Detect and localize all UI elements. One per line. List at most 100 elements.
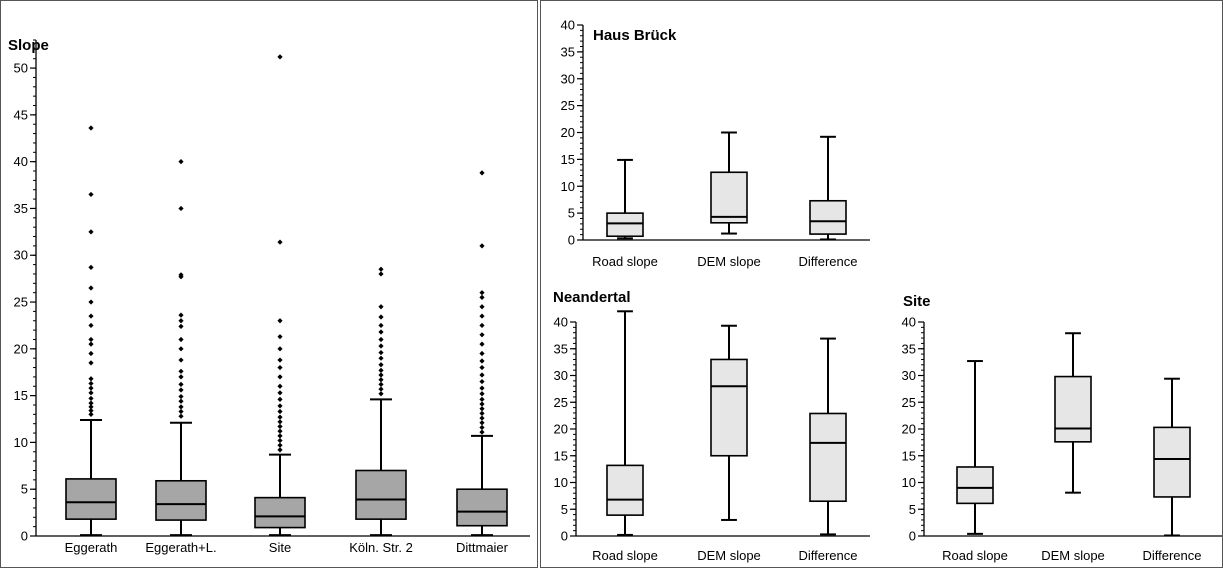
outlier-point — [178, 381, 184, 387]
outlier-point — [88, 380, 94, 387]
outlier-point — [277, 447, 283, 453]
iqr-box — [65, 478, 117, 520]
y-tick-label: 20 — [554, 422, 568, 437]
y-tick-label: 20 — [902, 422, 916, 437]
outlier-point — [88, 360, 94, 366]
outlier-point — [378, 329, 384, 335]
outlier-point — [178, 368, 184, 374]
iqr-box — [254, 496, 306, 529]
outlier-point — [479, 396, 485, 402]
y-tick-label: 10 — [561, 179, 575, 194]
iqr-box — [456, 488, 508, 527]
outlier-point — [479, 391, 485, 397]
y-tick-label: 40 — [902, 315, 916, 330]
y-tick-label: 30 — [561, 71, 575, 86]
iqr-box — [606, 464, 644, 516]
outlier-point — [178, 272, 184, 278]
x-category-label: Difference — [798, 548, 857, 563]
box-eggerath-l- — [155, 159, 207, 537]
box-eggerath — [65, 125, 117, 537]
outlier-point — [479, 313, 485, 319]
iqr-box — [155, 479, 207, 521]
outlier-point — [378, 381, 384, 387]
outlier-point — [88, 395, 94, 402]
x-category-label: Eggerath+L. — [145, 540, 216, 555]
y-tick-label: 5 — [568, 206, 575, 221]
outlier-point — [178, 413, 184, 419]
outlier-point — [479, 332, 485, 338]
y-tick-label: 5 — [909, 502, 916, 517]
outlier-point — [378, 377, 384, 383]
outlier-point — [178, 318, 184, 324]
y-tick-label: 0 — [21, 529, 28, 544]
box-dem-slope — [710, 131, 748, 235]
y-tick-label: 50 — [14, 61, 28, 76]
box-difference — [809, 135, 847, 241]
outlier-point — [277, 383, 283, 389]
outlier-point — [88, 313, 94, 319]
y-tick-label: 30 — [554, 368, 568, 383]
outlier-point — [178, 346, 184, 352]
x-category-label: Difference — [798, 254, 857, 269]
y-tick-label: 30 — [14, 248, 28, 263]
chart-title: Neandertal — [553, 289, 631, 306]
y-tick-label: 10 — [14, 435, 28, 450]
iqr-box — [710, 171, 748, 224]
box-road-slope — [606, 158, 644, 240]
y-tick-label: 20 — [14, 341, 28, 356]
chart-title: Haus Brück — [593, 27, 677, 44]
y-tick-label: 0 — [909, 529, 916, 544]
outlier-point — [378, 367, 384, 373]
outlier-point — [378, 304, 384, 310]
chart-panel-3: Neandertal 0 5 10 15 20 25 30 35 40 Road slope DEM … — [553, 289, 870, 563]
outlier-point — [277, 408, 283, 415]
outlier-point — [277, 403, 283, 409]
outlier-point — [178, 374, 184, 380]
outlier-point — [378, 386, 384, 392]
x-category-label: DEM slope — [1041, 548, 1105, 563]
chart-panel-4: Site 0 5 10 15 20 25 30 35 40 Road slope DEM slope D… — [902, 293, 1222, 563]
y-tick-label: 25 — [554, 395, 568, 410]
outlier-point — [178, 336, 184, 343]
outlier-point — [88, 400, 94, 406]
y-tick-label: 35 — [902, 341, 916, 356]
y-tick-label: 25 — [902, 395, 916, 410]
y-tick-label: 10 — [902, 475, 916, 490]
outlier-point — [479, 410, 485, 417]
outlier-point — [479, 341, 485, 347]
chart-title: Slope — [8, 37, 49, 54]
y-tick-label: 25 — [561, 98, 575, 113]
x-category-label: Köln. Str. 2 — [349, 540, 413, 555]
outlier-point — [277, 346, 283, 352]
outlier-point — [277, 396, 283, 402]
iqr-box — [956, 466, 994, 505]
outlier-point — [88, 341, 94, 347]
outlier-point — [479, 420, 485, 426]
outlier-point — [479, 294, 485, 300]
outlier-point — [378, 349, 384, 356]
box-dem-slope — [1054, 332, 1092, 494]
outlier-point — [277, 318, 283, 324]
y-tick-label: 5 — [561, 502, 568, 517]
outlier-point — [178, 357, 184, 363]
outlier-point — [88, 125, 94, 131]
outlier-point — [88, 411, 94, 417]
outlier-point — [88, 229, 94, 235]
outlier-point — [277, 419, 283, 425]
iqr-box — [1153, 426, 1191, 498]
outlier-point — [378, 266, 384, 272]
iqr-box — [606, 212, 644, 238]
outlier-point — [479, 429, 485, 435]
outlier-point — [378, 314, 384, 320]
outlier-point — [479, 290, 485, 296]
box-difference — [1153, 377, 1191, 537]
box-k-ln-str-2 — [355, 266, 407, 537]
box-road-slope — [956, 360, 994, 535]
outlier-point — [88, 264, 94, 271]
y-tick-label: 15 — [14, 388, 28, 403]
iqr-box — [809, 412, 847, 503]
outlier-point — [479, 378, 485, 385]
outlier-point — [178, 159, 184, 165]
outlier-point — [88, 390, 94, 396]
